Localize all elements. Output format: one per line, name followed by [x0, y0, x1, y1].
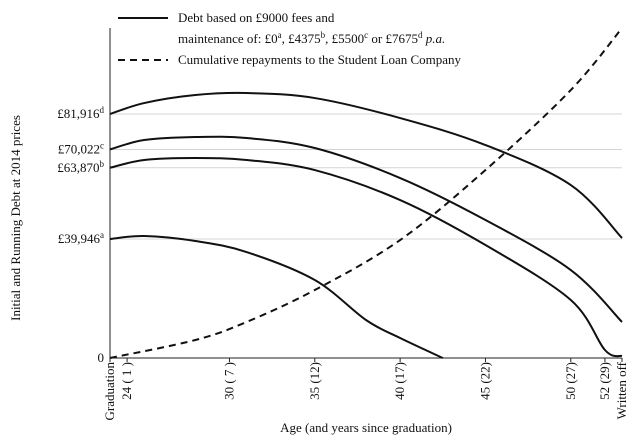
data-line [109, 91, 623, 239]
x-tick-label: 40 (17) [392, 362, 407, 400]
y-tick-text: £81,916 [57, 106, 100, 121]
y-tick-label: £63,870b [57, 159, 104, 175]
legend-text: , £5500 [325, 31, 364, 46]
y-tick-label: £39,946a [58, 230, 104, 246]
legend-label: maintenance of: £0a, £4375b, £5500c or £… [178, 30, 445, 46]
y-tick-superscript: c [100, 140, 104, 150]
legend-label: Debt based on £9000 fees and [178, 10, 335, 25]
legend-text: maintenance of: £0 [178, 31, 278, 46]
y-tick-text: £70,022 [58, 141, 100, 156]
x-axis-title: Age (and years since graduation) [280, 420, 452, 435]
y-tick-superscript: a [100, 230, 104, 240]
legend-text: a [278, 30, 282, 40]
legend-label: Cumulative repayments to the Student Loa… [178, 52, 462, 67]
legend-text: or £7675 [368, 31, 418, 46]
y-tick-text: £63,870 [57, 160, 99, 175]
legend-text: b [321, 30, 326, 40]
y-tick-superscript: d [100, 105, 105, 115]
legend-text: p.a. [422, 31, 445, 46]
x-tick-label: 30 ( 7 ) [221, 362, 236, 400]
x-tick-label: 24 ( 1 ) [119, 362, 134, 400]
data-line [109, 157, 623, 358]
legend-text: d [418, 30, 423, 40]
legend-text: Cumulative repayments to the Student Loa… [178, 52, 462, 67]
y-tick-label: £70,022c [58, 140, 104, 156]
y-tick-label: 0 [98, 350, 105, 365]
y-tick-text: £39,946 [58, 231, 101, 246]
y-tick-superscript: b [100, 159, 105, 169]
data-line [109, 27, 623, 359]
x-tick-label: 45 (22) [477, 362, 492, 400]
y-axis-title: Initial and Running Debt at 2014 prices [8, 115, 23, 321]
x-tick-label: 35 (12) [307, 362, 322, 400]
x-tick-label: 50 (27) [563, 362, 578, 400]
x-tick-label: 52 (29) [597, 362, 612, 400]
y-tick-label: £81,916d [57, 105, 104, 121]
legend-text: , £4375 [282, 31, 321, 46]
x-tick-label: Graduation [102, 362, 117, 421]
legend-text: Debt based on £9000 fees and [178, 10, 335, 25]
data-line [109, 135, 623, 323]
x-tick-label: Written off [614, 361, 629, 419]
data-line [109, 235, 444, 359]
legend-text: c [364, 30, 368, 40]
